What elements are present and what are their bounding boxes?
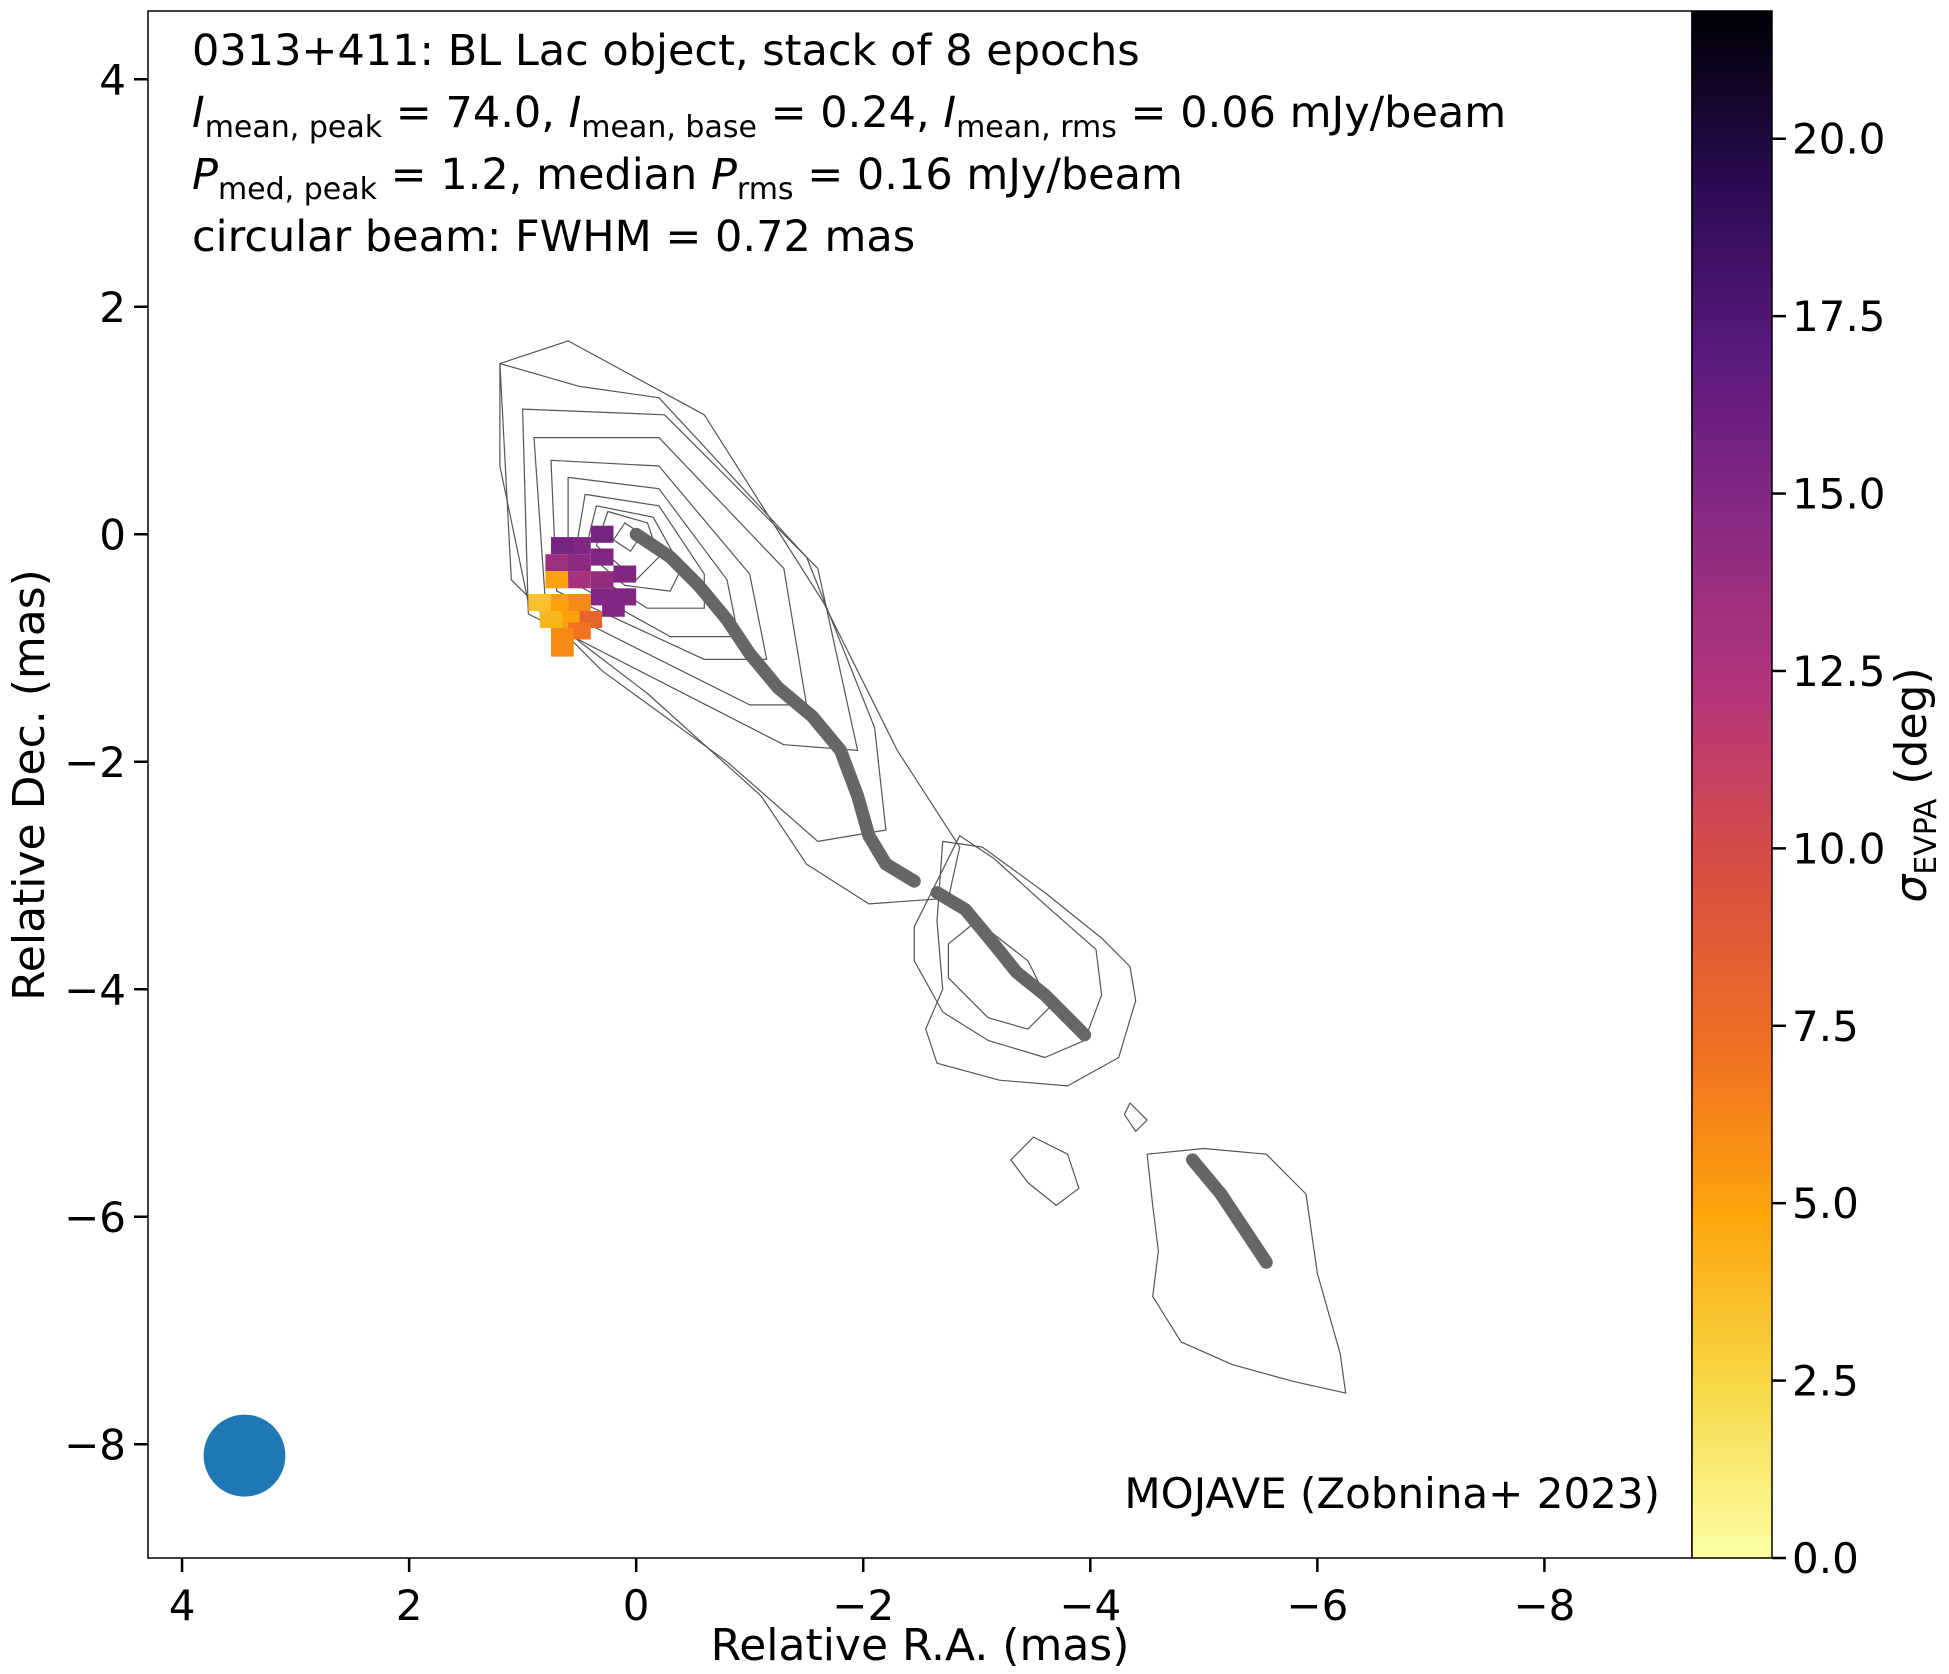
evpa-pixel-4 [568,554,591,572]
evpa-pixel-19 [568,622,591,640]
x-tick-label-0: 4 [169,1581,196,1630]
cbar-tick-label-6: 15.0 [1792,470,1886,519]
beam-ellipse [203,1414,286,1497]
plot-area [203,340,1347,1497]
info-line-1: Imean, peak = 74.0, Imean, base = 0.24, … [192,88,1506,145]
y-tick-label-5: −6 [64,1193,126,1242]
colorbar [1691,10,1773,1559]
jet-ridge-line [629,527,1273,1269]
x-tick-label-6: −8 [1513,1581,1575,1630]
contour-7 [522,408,859,751]
evpa-pixel-5 [545,554,569,572]
info-line-3: circular beam: FWHM = 0.72 mas [192,212,915,262]
cbar-tick-label-2: 5.0 [1792,1179,1859,1228]
y-axis-label: Relative Dec. (mas) [4,569,55,1001]
evpa-pixel-1 [568,537,591,555]
info-text-block: 0313+411: BL Lac object, stack of 8 epoc… [192,26,1506,262]
evpa-pixel-15 [602,599,625,617]
evpa-pixel-14 [528,594,551,612]
ridge-segment-1 [930,886,1092,1042]
y-tick-label-0: 4 [99,55,126,104]
colorbar-frame [1691,10,1773,1559]
colorbar-label: σEVPA (deg) [1886,667,1944,902]
cbar-tick-label-3: 7.5 [1792,1002,1859,1051]
evpa-pixel-13 [545,594,569,612]
info-line-2: Pmed, peak = 1.2, median Prms = 0.16 mJy… [192,150,1183,207]
contour-12 [925,840,1137,1087]
cbar-tick-label-7: 17.5 [1792,292,1886,341]
evpa-pixel-map [528,525,637,657]
contour-14 [1010,1136,1080,1206]
x-tick-label-3: −2 [832,1581,894,1630]
evpa-pixel-9 [545,571,569,589]
contour-11 [913,835,1103,1059]
evpa-pixel-3 [590,548,614,566]
contour-13 [1123,1102,1148,1132]
cbar-tick-label-5: 12.5 [1792,647,1886,696]
colorbar-ticks: 0.0 2.5 5.0 7.5 10.0 12.5 15.0 17.5 20.0 [1772,115,1886,1583]
x-axis-ticks: 4 2 0 −2 −4 −6 −8 [169,1558,1575,1630]
y-tick-label-3: −2 [64,738,126,787]
evpa-pixel-6 [613,565,637,583]
colorbar-gradient [1692,11,1772,1558]
ridge-segment-2 [1186,1153,1273,1269]
y-tick-label-1: 2 [99,283,126,332]
y-axis-ticks: 4 2 0 −2 −4 −6 −8 [64,55,148,1469]
x-axis-label: Relative R.A. (mas) [711,1620,1130,1671]
x-tick-label-4: −4 [1059,1581,1121,1630]
y-tick-label-6: −8 [64,1420,126,1469]
evpa-pixel-8 [568,571,591,589]
evpa-pixel-21 [551,639,574,657]
evpa-pixel-18 [539,611,563,629]
cbar-tick-label-1: 2.5 [1792,1357,1859,1406]
contour-9 [499,340,961,905]
ridge-segment-0 [629,527,921,888]
x-tick-label-2: 0 [623,1581,650,1630]
contour-15 [1146,1147,1347,1394]
info-line-0: 0313+411: BL Lac object, stack of 8 epoc… [192,26,1140,76]
evpa-pixel-0 [590,525,614,543]
evpa-pixel-7 [590,571,614,589]
contour-5 [550,459,768,660]
cbar-tick-label-4: 10.0 [1792,824,1886,873]
cbar-tick-label-0: 0.0 [1792,1534,1859,1583]
x-tick-label-1: 2 [396,1581,423,1630]
intensity-contours [499,340,1347,1394]
y-tick-label-2: 0 [99,510,126,559]
beam-marker [203,1414,286,1497]
credit-text: MOJAVE (Zobnina+ 2023) [1124,1469,1660,1518]
evpa-pixel-2 [551,537,574,555]
evpa-pixel-12 [568,594,591,612]
cbar-tick-label-8: 20.0 [1792,115,1886,164]
y-tick-label-4: −4 [64,965,126,1014]
x-tick-label-5: −6 [1286,1581,1348,1630]
